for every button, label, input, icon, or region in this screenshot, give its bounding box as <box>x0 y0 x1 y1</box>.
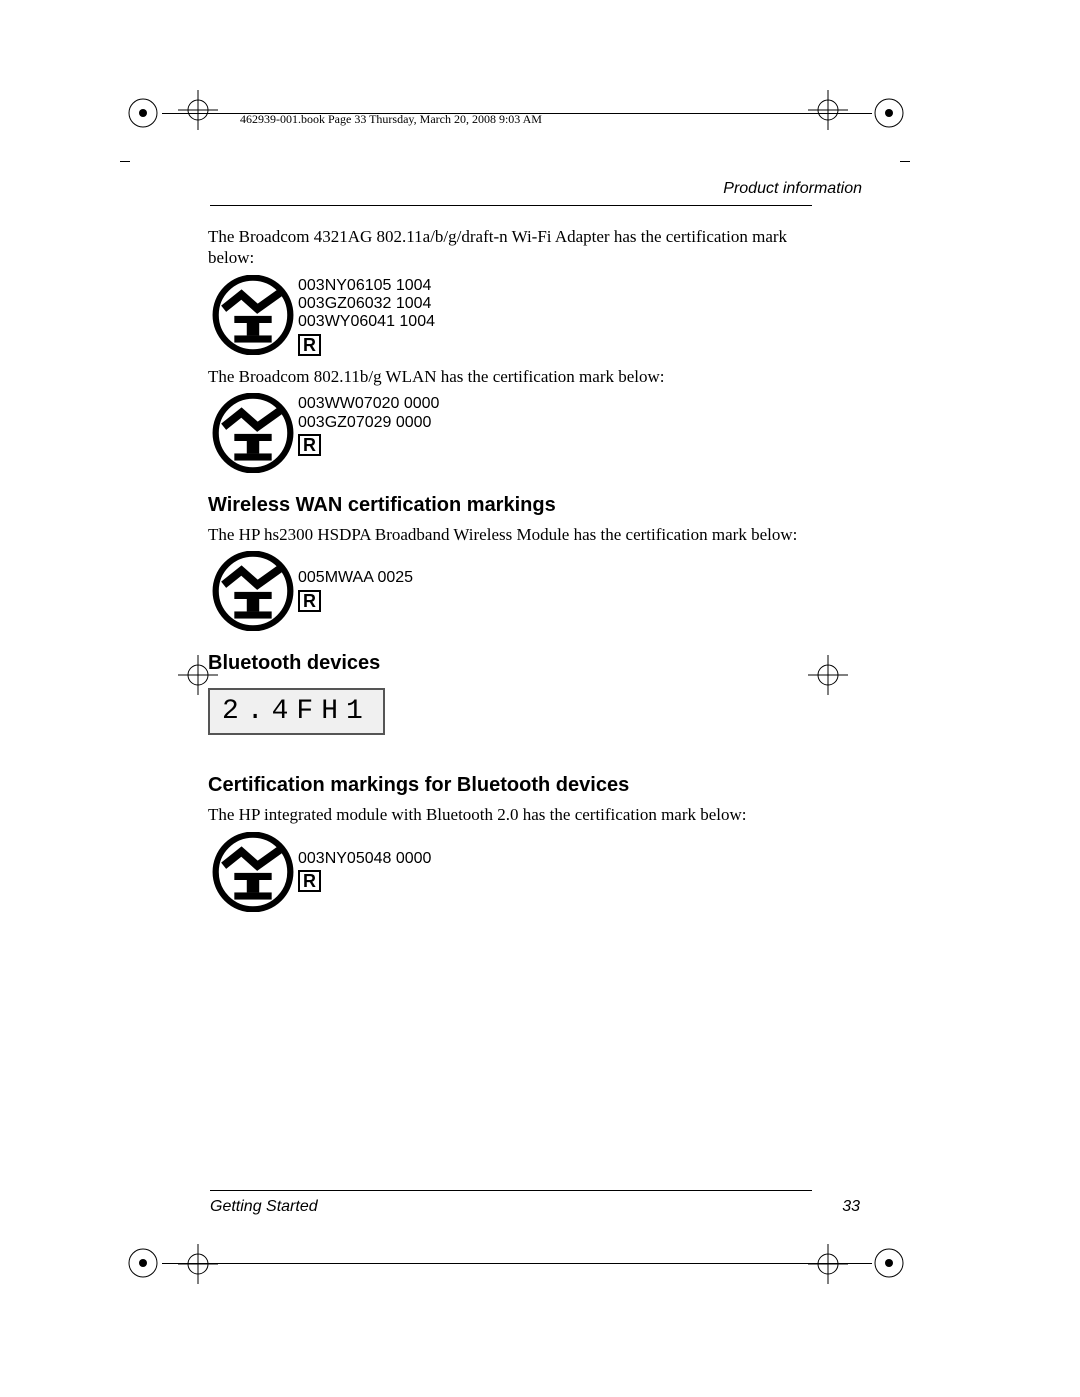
registration-mark-icon <box>808 90 848 130</box>
certification-mark: 003NY06105 1004 003GZ06032 1004 003WY060… <box>208 275 813 356</box>
certification-mark: 003NY05048 0000 R <box>208 832 813 912</box>
cert-code: 003NY06105 1004 <box>298 277 435 295</box>
cert-code: 003WY06041 1004 <box>298 313 435 331</box>
heading-bt-cert: Certification markings for Bluetooth dev… <box>208 773 813 798</box>
r-mark: R <box>298 590 321 612</box>
crop-rule <box>900 161 910 162</box>
r-mark: R <box>298 434 321 456</box>
certification-mark: 003WW07020 0000 003GZ07029 0000 R <box>208 393 813 473</box>
paragraph: The Broadcom 4321AG 802.11a/b/g/draft-n … <box>208 226 813 269</box>
certification-mark: 005MWAA 0025 R <box>208 551 813 631</box>
paragraph: The HP integrated module with Bluetooth … <box>208 804 813 825</box>
crop-mark-icon <box>874 98 904 128</box>
heading-bluetooth: Bluetooth devices <box>208 651 813 676</box>
page-content: The Broadcom 4321AG 802.11a/b/g/draft-n … <box>208 220 813 922</box>
page-number: 33 <box>842 1198 860 1216</box>
japan-telec-icon <box>208 275 298 355</box>
header-rule <box>210 205 812 206</box>
cert-code: 005MWAA 0025 <box>298 569 413 587</box>
footer-left: Getting Started <box>210 1198 318 1216</box>
crop-rule <box>162 1263 872 1264</box>
cert-code: 003WW07020 0000 <box>298 395 439 413</box>
r-mark: R <box>298 334 321 356</box>
heading-wwan: Wireless WAN certification markings <box>208 493 813 518</box>
registration-mark-icon <box>178 1244 218 1284</box>
crop-mark-icon <box>128 98 158 128</box>
crop-rule <box>120 161 130 162</box>
footer-rule <box>210 1190 812 1191</box>
r-mark: R <box>298 870 321 892</box>
japan-telec-icon <box>208 393 298 473</box>
section-header: Product information <box>723 180 862 198</box>
registration-mark-icon <box>808 1244 848 1284</box>
crop-mark-icon <box>874 1248 904 1278</box>
paragraph: The Broadcom 802.11b/g WLAN has the cert… <box>208 366 813 387</box>
cert-code: 003GZ06032 1004 <box>298 295 435 313</box>
japan-telec-icon <box>208 551 298 631</box>
registration-mark-icon <box>808 655 848 695</box>
paragraph: The HP hs2300 HSDPA Broadband Wireless M… <box>208 524 813 545</box>
japan-telec-icon <box>208 832 298 912</box>
crop-mark-icon <box>128 1248 158 1278</box>
bluetooth-frequency-label: 2.4FH1 <box>208 688 385 735</box>
registration-mark-icon <box>178 90 218 130</box>
cert-code: 003NY05048 0000 <box>298 850 431 868</box>
cert-code: 003GZ07029 0000 <box>298 414 439 432</box>
book-header-line: 462939-001.book Page 33 Thursday, March … <box>240 112 542 127</box>
